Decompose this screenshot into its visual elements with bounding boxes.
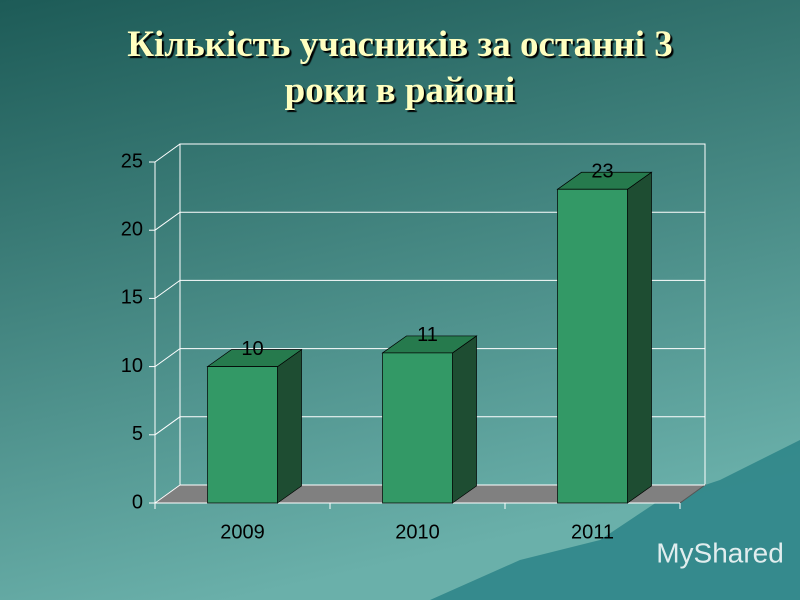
bar-side bbox=[452, 335, 477, 504]
bar bbox=[556, 171, 653, 504]
grid-line bbox=[154, 416, 705, 436]
grid-line bbox=[154, 211, 705, 231]
bar-front bbox=[557, 188, 628, 504]
grid-line bbox=[154, 348, 705, 368]
grid-line bbox=[154, 484, 705, 504]
y-tick-label: 15 bbox=[121, 287, 143, 309]
y-tick-label: 5 bbox=[132, 423, 143, 445]
y-tick-label: 20 bbox=[121, 218, 143, 240]
decoration bbox=[430, 440, 800, 600]
y-tick-label: 10 bbox=[121, 355, 143, 377]
bar-side bbox=[277, 348, 302, 504]
chart-title: Кількість учасників за останні 3 роки в … bbox=[127, 24, 673, 111]
bar-front bbox=[382, 352, 453, 504]
x-tick-label: 2010 bbox=[395, 521, 440, 543]
value-label: 23 bbox=[591, 161, 613, 183]
x-tick-label: 2011 bbox=[571, 521, 614, 543]
value-label: 10 bbox=[241, 338, 263, 360]
value-label: 11 bbox=[417, 324, 438, 346]
y-tick-label: 25 bbox=[121, 150, 143, 172]
y-tick-label: 0 bbox=[132, 491, 143, 513]
watermark: MyShared bbox=[656, 537, 784, 568]
bar-front bbox=[207, 366, 278, 504]
title-box: Кількість учасників за останні 3 роки в … bbox=[127, 24, 673, 111]
grid-line bbox=[154, 279, 705, 299]
bar-side bbox=[627, 171, 652, 504]
bar bbox=[381, 335, 478, 504]
grid-line bbox=[154, 143, 705, 163]
x-tick-label: 2009 bbox=[220, 521, 265, 543]
bar bbox=[206, 348, 303, 504]
